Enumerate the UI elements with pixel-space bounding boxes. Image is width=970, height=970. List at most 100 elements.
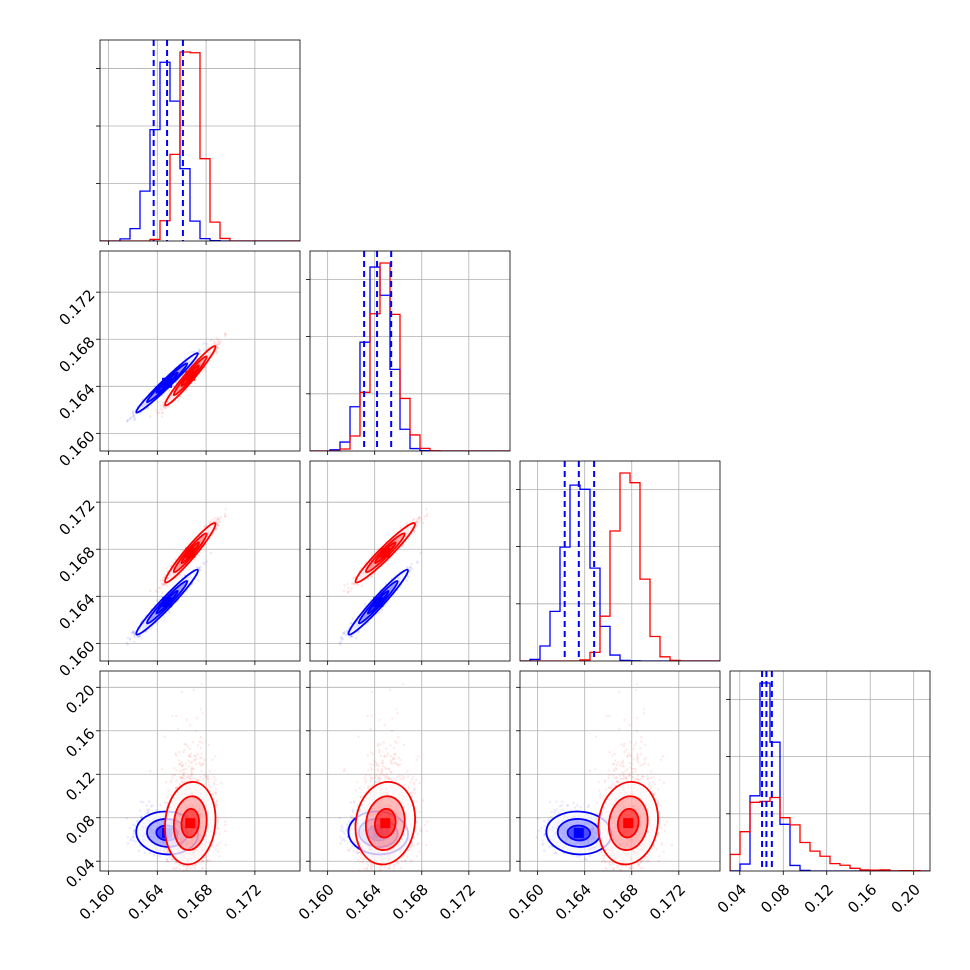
- scatter-point: [211, 518, 214, 521]
- scatter-point: [211, 355, 215, 359]
- scatter-point: [203, 348, 206, 351]
- scatter-point: [224, 335, 227, 338]
- scatter-point: [132, 410, 135, 413]
- corner-plot-panels: 0.1600.1640.1680.1720.1600.1640.1680.172…: [55, 39, 931, 924]
- scatter-point: [132, 632, 135, 635]
- scatter-point: [133, 418, 137, 421]
- scatter-point: [126, 419, 130, 422]
- scatter-point: [137, 635, 140, 638]
- scatter-point: [216, 343, 220, 347]
- scatter-point: [159, 408, 162, 411]
- histogram-red: [310, 262, 510, 451]
- scatter-point: [126, 419, 129, 422]
- scatter-point: [164, 406, 167, 410]
- scatter-point: [202, 342, 205, 345]
- scatter-point: [198, 568, 202, 571]
- scatter-point: [131, 411, 135, 414]
- scatter-point: [165, 566, 168, 569]
- scatter-point: [203, 366, 207, 369]
- scatter-point: [215, 343, 219, 346]
- scatter-point: [138, 635, 141, 638]
- scatter-point: [132, 414, 135, 418]
- scatter-point: [193, 381, 196, 385]
- scatter-point: [149, 415, 152, 419]
- scatter-point: [161, 415, 164, 418]
- scatter-point: [183, 357, 186, 360]
- y-tick-label: 0.160: [55, 427, 98, 470]
- scatter-point: [174, 577, 178, 580]
- density-peak-blue: [162, 597, 173, 608]
- scatter-point: [149, 627, 153, 630]
- scatter-point: [215, 527, 218, 530]
- scatter-point: [216, 346, 219, 350]
- scatter-point: [132, 415, 135, 418]
- y-tick-label: 0.172: [55, 286, 98, 329]
- scatter-point: [224, 515, 227, 518]
- panel-content: [125, 508, 227, 646]
- scatter-point: [215, 336, 218, 340]
- scatter-point: [140, 637, 143, 640]
- scatter-point: [168, 611, 171, 614]
- scatter-point: [136, 635, 139, 638]
- scatter-point: [130, 631, 133, 635]
- scatter-point: [198, 566, 201, 569]
- scatter-point: [208, 521, 211, 524]
- scatter-point: [138, 634, 141, 638]
- scatter-point: [224, 333, 227, 336]
- scatter-point: [223, 332, 227, 335]
- scatter-point: [167, 389, 171, 393]
- scatter-point: [198, 352, 202, 355]
- panel-frame: [99, 250, 301, 452]
- scatter-point: [162, 404, 165, 407]
- scatter-point: [199, 349, 202, 352]
- scatter-point: [209, 339, 213, 342]
- scatter-point: [215, 346, 219, 350]
- histogram-red: [100, 51, 300, 241]
- scatter-point: [215, 351, 219, 355]
- scatter-point: [203, 562, 206, 566]
- histogram-blue: [100, 61, 300, 241]
- scatter-point: [132, 630, 135, 633]
- y-tick-label: 0.164: [55, 380, 98, 423]
- scatter-point: [167, 405, 170, 408]
- scatter-point: [195, 566, 199, 569]
- scatter-point: [125, 420, 129, 423]
- scatter-point: [133, 635, 137, 638]
- scatter-point: [197, 579, 200, 582]
- panel-1-1: [306, 250, 511, 455]
- scatter-point: [217, 338, 220, 342]
- scatter-point: [150, 625, 154, 628]
- density-peak-red: [185, 370, 196, 381]
- scatter-point: [205, 560, 208, 563]
- scatter-point: [132, 640, 136, 643]
- scatter-point: [192, 350, 196, 353]
- scatter-point: [161, 408, 164, 411]
- scatter-point: [132, 412, 135, 415]
- scatter-point: [161, 411, 164, 415]
- scatter-point: [132, 413, 136, 416]
- scatter-point: [224, 332, 227, 336]
- scatter-point: [131, 631, 135, 634]
- scatter-point: [177, 399, 180, 403]
- scatter-point: [224, 508, 227, 511]
- scatter-point: [209, 551, 213, 555]
- scatter-point: [185, 590, 189, 593]
- scatter-point: [154, 409, 158, 412]
- scatter-point: [224, 514, 227, 518]
- scatter-point: [126, 636, 130, 640]
- scatter-point: [161, 403, 165, 406]
- histogram-blue: [310, 266, 510, 451]
- scatter-point: [126, 643, 129, 646]
- scatter-point: [220, 340, 223, 343]
- panel-content: [310, 251, 510, 451]
- scatter-point: [216, 345, 219, 349]
- scatter-point: [179, 395, 182, 398]
- scatter-point: [163, 583, 167, 586]
- scatter-point: [178, 573, 182, 576]
- scatter-point: [218, 342, 221, 346]
- scatter-point: [198, 349, 201, 353]
- scatter-point: [138, 634, 142, 638]
